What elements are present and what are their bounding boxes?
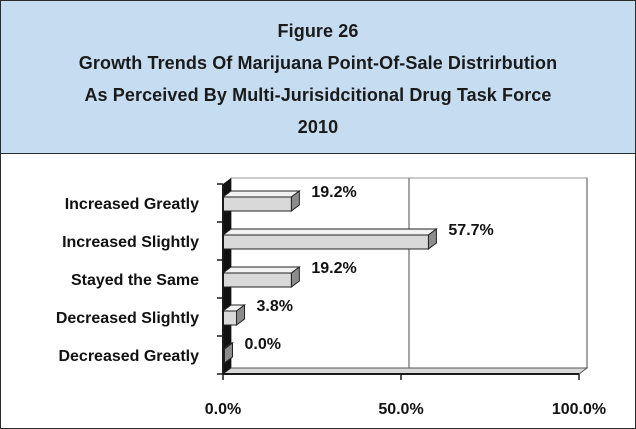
category-label-1: Increased Slightly: [62, 234, 199, 251]
figure-label: Figure 26: [277, 21, 359, 41]
category-label-2: Stayed the Same: [71, 272, 199, 289]
value-label-2: 19.2%: [311, 260, 356, 277]
bar-1: [222, 234, 429, 250]
value-label-1: 57.7%: [448, 222, 493, 239]
bar-top-1: [221, 228, 438, 236]
x-tick-label-0: 0.0%: [205, 401, 241, 418]
chart-title-line-1: Growth Trends Of Marijuana Point-Of-Sale…: [78, 53, 558, 73]
bar-top-0: [221, 190, 301, 198]
bar-2: [222, 272, 292, 288]
bar-3: [222, 310, 238, 326]
x-tick-label-1: 50.0%: [378, 401, 423, 418]
category-label-3: Decreased Slightly: [56, 310, 199, 327]
chart-title-year: 2010: [297, 117, 339, 137]
category-label-0: Increased Greatly: [65, 196, 199, 213]
chart-title-line-2: As Perceived By Multi-Jurisidcitional Dr…: [84, 85, 552, 105]
figure-header: Figure 26 Growth Trends Of Marijuana Poi…: [1, 1, 635, 154]
bar-chart: Increased Greatly 19.2% Increased Slightly…: [56, 177, 606, 418]
category-label-4: Decreased Greatly: [58, 348, 199, 365]
value-label-4: 0.0%: [245, 336, 281, 353]
bar-0: [222, 196, 292, 212]
value-label-3: 3.8%: [257, 298, 293, 315]
value-label-0: 19.2%: [311, 184, 356, 201]
x-tick-label-2: 100.0%: [552, 401, 606, 418]
bar-top-2: [221, 266, 301, 274]
